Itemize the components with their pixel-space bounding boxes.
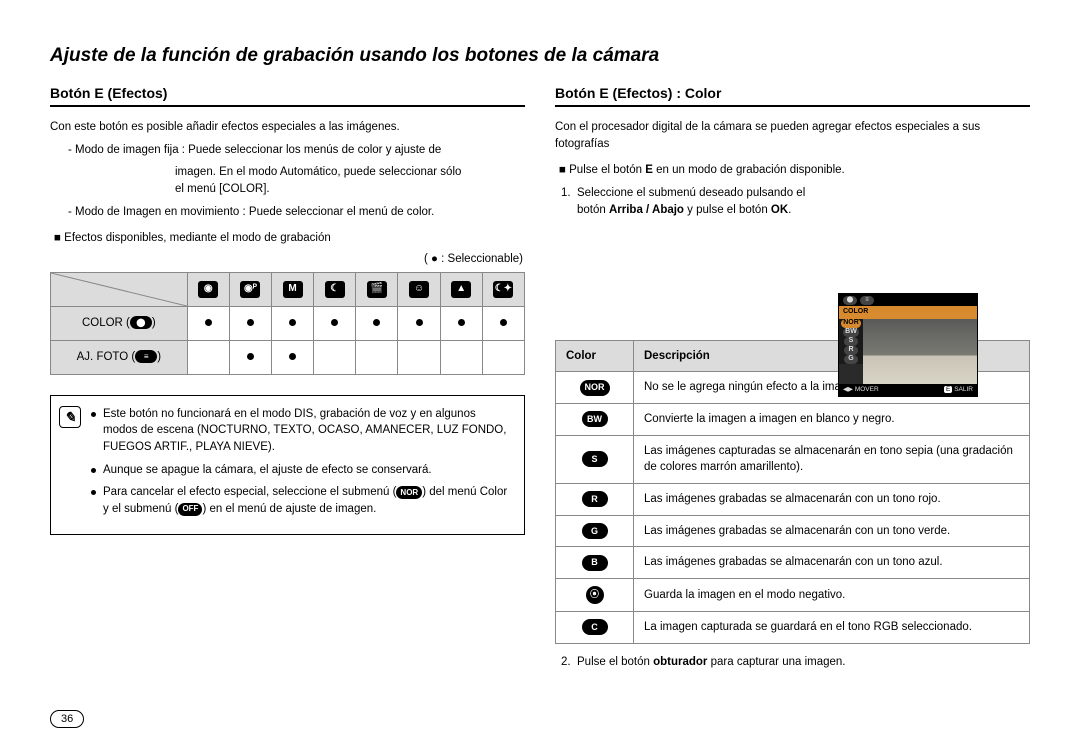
pill-bw: BW: [582, 411, 608, 427]
pill-g: G: [582, 523, 608, 539]
pill-s: S: [582, 451, 608, 467]
mode-col-1: ◉ᴾ: [229, 272, 271, 306]
desc-4: Las imágenes grabadas se almacenarán con…: [634, 515, 1030, 547]
desc-6: Guarda la imagen en el modo negativo.: [634, 578, 1030, 611]
mountain-icon: ▲: [451, 281, 471, 298]
desc-2: Las imágenes capturadas se almacenarán e…: [634, 435, 1030, 483]
note-icon: ✎: [59, 406, 81, 428]
lcd-menu-title: COLOR: [839, 306, 977, 319]
lcd-footer: ◀▶ MOVER E SALIR: [839, 384, 977, 396]
mode-col-0: ◉: [187, 272, 229, 306]
camera-lcd: ⬤ ≡ COLOR NOR BW S R G: [838, 293, 978, 397]
page-title: Ajuste de la función de grabación usando…: [50, 45, 1030, 67]
th-color: Color: [556, 340, 634, 372]
left-column: Botón E (Efectos) Con este botón es posi…: [50, 85, 525, 677]
avail-heading: Efectos disponibles, mediante el modo de…: [64, 232, 331, 244]
selectable-note: ( ● : Seleccionable): [50, 251, 523, 268]
night-icon: ☾✦: [493, 281, 513, 298]
mode-col-2: M: [272, 272, 314, 306]
lcd-top-icon: ⬤: [843, 296, 857, 305]
pill-r: R: [582, 491, 608, 507]
step1-line1: Seleccione el submenú deseado pulsando e…: [577, 187, 805, 199]
availability-table: ◉ ◉ᴾ M ☾ 🎬 ☺ ▲ ☾✦ COLOR (⬤) AJ. FO: [50, 272, 525, 375]
row-color: COLOR (⬤): [51, 306, 525, 340]
lcd-g: G: [844, 355, 858, 364]
adjust-icon: ≡: [135, 350, 157, 363]
right-heading: Botón E (Efectos) : Color: [555, 85, 1030, 107]
mode-col-5: ☺: [398, 272, 440, 306]
press-e: ■ Pulse el botón E en un modo de grabaci…: [559, 162, 1030, 179]
right-body: Con el procesador digital de la cámara s…: [555, 119, 1030, 671]
avail-heading-row: ■ Efectos disponibles, mediante el modo …: [54, 230, 525, 247]
note-box: ✎ Este botón no funcionará en el modo DI…: [50, 395, 525, 535]
mode-col-7: ☾✦: [482, 272, 524, 306]
left-intro: Con este botón es posible añadir efectos…: [50, 119, 525, 136]
mode-col-4: 🎬: [356, 272, 398, 306]
portrait-icon: ☺: [409, 281, 429, 298]
left-bullet1a: - Modo de imagen fija : Puede selecciona…: [68, 142, 525, 159]
note-item-0: Este botón no funcionará en el modo DIS,…: [91, 406, 512, 456]
camera-icon: ◉: [198, 281, 218, 298]
row-ajfoto: AJ. FOTO (≡): [51, 340, 525, 374]
diag-cell: [51, 272, 188, 306]
m-icon: M: [283, 281, 303, 298]
left-bullet2: - Modo de Imagen en movimiento : Puede s…: [68, 204, 525, 221]
lcd-preview: [863, 319, 977, 385]
step-1: 1. Seleccione el submenú deseado pulsand…: [555, 185, 875, 220]
off-pill-icon: OFF: [178, 503, 202, 516]
nor-pill-icon: NOR: [396, 486, 422, 499]
mode-col-3: ☾: [314, 272, 356, 306]
desc-5: Las imágenes grabadas se almacenarán con…: [634, 547, 1030, 579]
palette-icon: ⬤: [130, 316, 152, 329]
step-2: 2. Pulse el botón obturador para captura…: [555, 654, 1030, 671]
moon-icon: ☾: [325, 281, 345, 298]
columns: Botón E (Efectos) Con este botón es posi…: [50, 85, 1030, 677]
desc-3: Las imágenes grabadas se almacenarán con…: [634, 483, 1030, 515]
left-bullet1c: el menú [COLOR].: [175, 181, 525, 198]
video-icon: 🎬: [367, 281, 387, 298]
pill-c: C: [582, 619, 608, 635]
camera-p-icon: ◉ᴾ: [240, 281, 260, 298]
left-body: Con este botón es posible añadir efectos…: [50, 119, 525, 535]
note-item-1: Aunque se apague la cámara, el ajuste de…: [91, 462, 512, 479]
right-intro: Con el procesador digital de la cámara s…: [555, 119, 1030, 152]
page-root: Ajuste de la función de grabación usando…: [0, 0, 1080, 746]
left-heading: Botón E (Efectos): [50, 85, 525, 107]
pill-nor: NOR: [580, 380, 610, 396]
left-bullet1b: imagen. En el modo Automático, puede sel…: [175, 164, 525, 181]
right-column: Botón E (Efectos) : Color Con el procesa…: [555, 85, 1030, 677]
lcd-top-icon2: ≡: [860, 296, 874, 305]
page-number: 36: [50, 710, 84, 728]
note-item-2: Para cancelar el efecto especial, selecc…: [91, 484, 512, 517]
row-ajfoto-label: AJ. FOTO (≡): [51, 340, 188, 374]
desc-7: La imagen capturada se guardará en el to…: [634, 611, 1030, 643]
pill-b: B: [582, 555, 608, 571]
pill-neg: ⦿: [586, 586, 604, 604]
row-color-label: COLOR (⬤): [51, 306, 188, 340]
mode-col-6: ▲: [440, 272, 482, 306]
desc-1: Convierte la imagen a imagen en blanco y…: [634, 403, 1030, 435]
